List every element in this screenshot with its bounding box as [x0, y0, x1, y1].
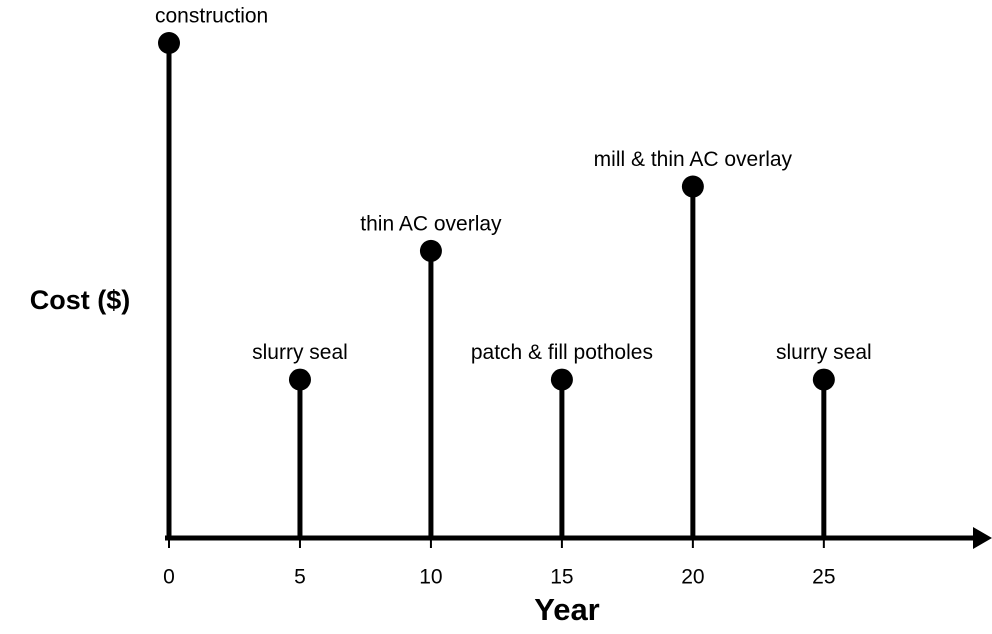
point-label: thin AC overlay	[360, 212, 502, 235]
y-axis-title: Cost ($)	[30, 285, 131, 315]
x-tick-label: 15	[550, 566, 573, 589]
stem-marker	[550, 368, 573, 391]
point-label: patch & fill potholes	[471, 341, 653, 364]
x-tick-label: 20	[681, 566, 704, 589]
point-label: construction	[155, 5, 268, 28]
point-label: mill & thin AC overlay	[594, 148, 793, 171]
stem-marker	[681, 175, 704, 198]
point-label: slurry seal	[252, 341, 348, 364]
x-tick-label: 10	[419, 566, 442, 589]
x-axis-arrow	[973, 527, 992, 549]
point-label: slurry seal	[776, 341, 872, 364]
stem-marker	[288, 368, 311, 391]
stem-marker	[158, 32, 180, 54]
x-axis-title: Year	[534, 592, 600, 627]
x-tick-label: 0	[163, 566, 175, 589]
x-tick-label: 25	[812, 566, 835, 589]
stem-marker	[419, 239, 442, 262]
stem-marker	[812, 368, 835, 391]
x-tick-label: 5	[294, 566, 306, 589]
